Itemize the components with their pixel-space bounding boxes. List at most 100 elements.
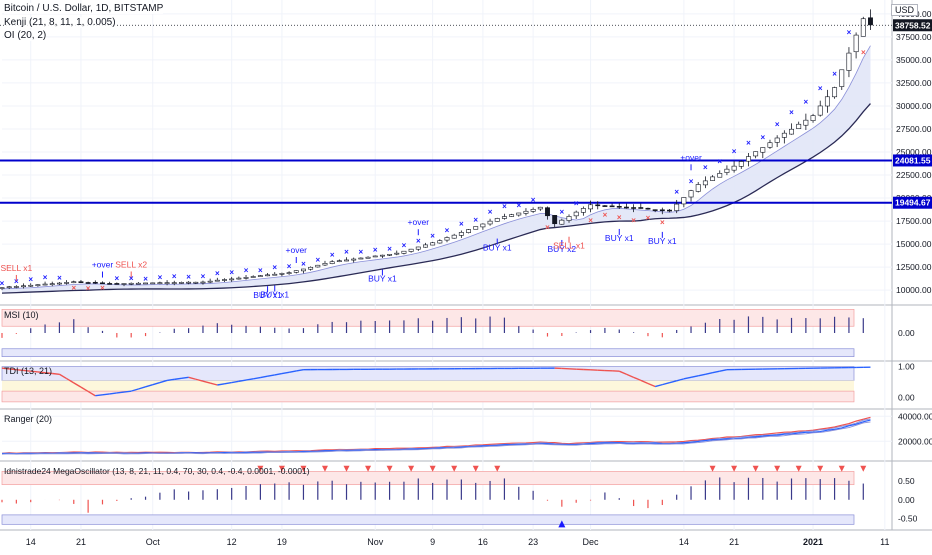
candle-body (761, 148, 765, 153)
trend-marker: × (186, 273, 191, 282)
mega-down-triangle (365, 466, 371, 472)
x-tick-label: 19 (277, 537, 287, 547)
support-line-price-label: 19494.67 (895, 198, 931, 208)
trend-marker: × (0, 279, 5, 288)
trend-marker: × (287, 262, 292, 271)
x-tick-label: 2021 (803, 537, 823, 547)
trend-marker: × (861, 48, 866, 57)
trend-marker: × (617, 213, 622, 222)
candle-body (639, 207, 643, 208)
msi-pane-label: MSI (10) (4, 310, 39, 320)
candle-body (79, 282, 83, 283)
ranger-pane-label: Ranger (20) (4, 414, 52, 424)
candle-body (538, 207, 542, 209)
candle-body (868, 18, 872, 25)
trend-marker: × (516, 201, 521, 210)
x-tick-label: 14 (26, 537, 36, 547)
mega-down-triangle (494, 466, 500, 472)
trend-marker: × (531, 196, 536, 205)
candle-body (409, 249, 413, 251)
candle-body (301, 269, 305, 271)
candle-body (495, 218, 499, 221)
kenji-indicator-label[interactable]: Kenji (21, 8, 11, 1, 0.005) (4, 17, 116, 28)
candle-body (739, 161, 743, 166)
x-tick-label: 21 (76, 537, 86, 547)
x-tick-label: 23 (528, 537, 538, 547)
x-tick-label: 16 (478, 537, 488, 547)
y-tick-label: 37500.00 (896, 32, 932, 42)
candle-body (352, 259, 356, 260)
oi-indicator-label[interactable]: OI (20, 2) (4, 30, 46, 41)
trend-marker: × (344, 248, 349, 257)
tdi-line-segment (124, 391, 131, 392)
trend-marker: × (832, 69, 837, 78)
candle-body (610, 206, 614, 207)
candle-body (581, 208, 585, 212)
chart-title[interactable]: Bitcoin / U.S. Dollar, 1D, BITSTAMP (4, 3, 163, 14)
candle-body (172, 283, 176, 284)
candle-body (402, 251, 406, 253)
trend-marker: × (272, 263, 277, 272)
trend-marker: × (717, 157, 722, 166)
candle-body (696, 184, 700, 191)
mega-down-triangle (731, 466, 737, 472)
candle-body (72, 282, 76, 283)
candle-body (732, 166, 736, 170)
candle-body (466, 230, 470, 233)
mega-down-triangle (387, 466, 393, 472)
candle-body (825, 97, 829, 106)
candle-body (136, 283, 140, 284)
trend-marker: × (402, 241, 407, 250)
trend-marker: × (158, 273, 163, 282)
trend-marker: × (689, 177, 694, 186)
candle-body (574, 212, 578, 216)
trend-marker: × (631, 216, 636, 225)
candle-body (337, 261, 341, 262)
candle-body (854, 35, 858, 52)
signal-label: +over (286, 245, 308, 255)
trend-marker: × (732, 147, 737, 156)
candle-body (294, 271, 298, 273)
candle-body (29, 285, 33, 286)
candle-body (115, 283, 119, 284)
candle-body (237, 278, 241, 279)
candle-body (631, 208, 635, 209)
candle-body (753, 152, 757, 156)
candle-body (617, 206, 621, 207)
trend-marker: × (775, 120, 780, 129)
candle-body (624, 207, 628, 208)
trend-marker: × (86, 284, 91, 293)
tdi-line-segment (102, 394, 109, 395)
candle-body (438, 241, 442, 243)
tdi-y-tick-label: 0.00 (898, 392, 915, 402)
tdi-y-tick-label: 1.00 (898, 362, 915, 372)
mega-down-triangle (473, 466, 479, 472)
currency-badge[interactable]: USD (891, 4, 918, 16)
trend-marker: × (488, 207, 493, 216)
trend-marker: × (804, 98, 809, 107)
trend-marker: × (57, 273, 62, 282)
x-tick-label: 9 (430, 537, 435, 547)
y-tick-label: 17500.00 (896, 216, 932, 226)
candle-body (481, 224, 485, 227)
candle-body (395, 253, 399, 254)
trend-marker: × (847, 28, 852, 37)
trend-marker: × (330, 251, 335, 260)
mega-down-triangle (796, 466, 802, 472)
trend-marker: × (301, 260, 306, 269)
y-tick-label: 32500.00 (896, 78, 932, 88)
candle-body (588, 205, 592, 209)
y-tick-label: 15000.00 (896, 239, 932, 249)
trend-marker: × (545, 223, 550, 232)
mega-y-tick-label: -0.50 (898, 514, 918, 524)
signal-label: +over (680, 152, 702, 162)
candle-body (682, 197, 686, 204)
candle-body (151, 283, 155, 284)
mega-pane-label: Idnistrade24 MegaOscillator (13, 8, 21, … (4, 466, 310, 476)
mega-y-tick-label: 0.50 (898, 476, 915, 486)
candle-body (251, 276, 255, 277)
tdi-pane-label: TDI (13, 21) (4, 366, 52, 376)
trend-marker: × (603, 210, 608, 219)
